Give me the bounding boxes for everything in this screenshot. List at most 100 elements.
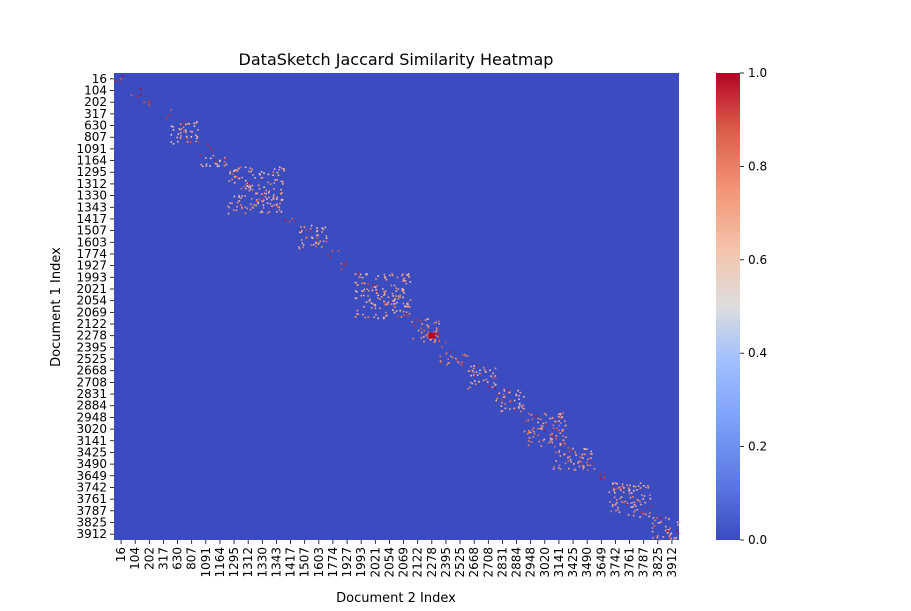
heatmap-cell	[540, 427, 543, 430]
heatmap-diagonal-cell	[200, 154, 202, 157]
heatmap-cell	[262, 200, 264, 203]
heatmap-cell	[474, 380, 476, 382]
heatmap-cell	[541, 428, 543, 431]
heatmap-cell	[275, 204, 278, 206]
heatmap-diagonal-cell	[429, 334, 432, 336]
heatmap-cell	[205, 157, 207, 159]
heatmap-cell	[559, 432, 562, 434]
heatmap-cell	[630, 492, 633, 494]
heatmap-cell	[678, 521, 681, 523]
x-axis-ticks: 16 104 202 317 630 807 1091 1164 1295 1312 1330 134…	[114, 540, 679, 578]
colorbar	[716, 73, 740, 540]
heatmap-cell	[315, 234, 318, 236]
heatmap-cell	[493, 382, 495, 384]
heatmap-diagonal-cell	[262, 197, 264, 199]
heatmap-cell	[622, 491, 625, 494]
heatmap-cell	[578, 460, 580, 462]
heatmap-cell	[386, 303, 389, 305]
heatmap-cell	[520, 405, 523, 408]
heatmap-diagonal-cell	[183, 122, 185, 125]
heatmap-cell	[479, 372, 481, 375]
heatmap-cell	[244, 195, 246, 197]
heatmap-cell	[495, 399, 497, 402]
heatmap-cell	[216, 165, 219, 168]
heatmap-cell	[610, 510, 612, 513]
heatmap-cell	[357, 284, 359, 286]
heatmap-cell	[664, 529, 667, 532]
colorbar-ticks: 0.0 0.2 0.4 0.6 0.8 1.0	[740, 66, 767, 547]
heatmap-cell	[409, 299, 412, 301]
heatmap-cell	[280, 188, 282, 191]
heatmap-diagonal-cell	[316, 236, 318, 239]
heatmap-cell	[639, 487, 642, 490]
heatmap-cell	[633, 511, 635, 513]
heatmap-cell	[573, 468, 575, 471]
y-tick-label: 1091	[76, 142, 107, 156]
heatmap-cell	[402, 278, 405, 281]
heatmap-cell	[547, 442, 550, 444]
heatmap-cell	[644, 501, 647, 504]
heatmap-cell	[549, 417, 551, 420]
heatmap-cell	[467, 370, 470, 372]
heatmap-cell	[676, 521, 679, 524]
heatmap-cell	[613, 489, 615, 492]
heatmap-cell	[251, 184, 254, 187]
heatmap-cell	[266, 198, 268, 200]
heatmap-cell	[590, 457, 592, 459]
heatmap-cell	[518, 402, 521, 405]
heatmap-cell	[664, 516, 667, 519]
heatmap-cell	[212, 154, 215, 157]
heatmap-cell	[573, 463, 575, 465]
heatmap-cell	[402, 296, 404, 299]
heatmap-cell	[439, 355, 441, 358]
heatmap-cell	[369, 298, 371, 301]
heatmap-cell	[276, 171, 279, 174]
heatmap-cell	[632, 506, 634, 508]
heatmap-cell	[229, 202, 232, 204]
heatmap-cell	[377, 297, 379, 299]
heatmap-cell	[439, 360, 442, 362]
heatmap-cell	[261, 200, 263, 202]
x-tick-label: 3490	[580, 547, 594, 578]
heatmap-cell	[248, 189, 251, 192]
heatmap-cell	[233, 195, 236, 198]
heatmap-cell	[316, 227, 318, 229]
heatmap-cell	[558, 464, 561, 467]
heatmap-cell	[617, 487, 620, 489]
heatmap-cell	[558, 413, 560, 415]
heatmap-cell	[549, 441, 551, 443]
heatmap-diagonal-cell	[376, 284, 378, 287]
heatmap-cell	[186, 141, 189, 143]
heatmap-cell	[668, 535, 671, 537]
heatmap-cell	[391, 272, 393, 275]
heatmap-cell	[637, 485, 640, 487]
heatmap-cell	[301, 242, 304, 245]
heatmap-cell	[677, 524, 679, 526]
heatmap-cell	[422, 336, 425, 338]
heatmap-cell	[247, 186, 250, 189]
heatmap-cell	[249, 187, 252, 190]
heatmap-cell	[375, 286, 377, 288]
heatmap-cell	[531, 429, 534, 431]
heatmap-cell	[402, 302, 405, 305]
heatmap-diagonal-cell	[510, 400, 513, 402]
heatmap-cell	[316, 230, 318, 233]
heatmap-cell	[249, 208, 252, 211]
heatmap-cell	[557, 415, 560, 418]
heatmap-cell	[645, 486, 647, 489]
heatmap-cell	[367, 289, 370, 292]
heatmap-cell	[250, 197, 253, 200]
y-tick-label: 3490	[76, 457, 107, 471]
heatmap-cell	[214, 162, 217, 165]
heatmap-cell	[494, 367, 497, 370]
heatmap-cell	[619, 497, 621, 500]
heatmap-cell	[640, 503, 642, 506]
heatmap-cell	[354, 290, 357, 292]
heatmap-cell	[647, 486, 650, 489]
heatmap-cell	[540, 424, 542, 427]
heatmap-cell	[675, 536, 678, 539]
heatmap-cell	[278, 206, 280, 209]
heatmap-cell	[432, 331, 435, 334]
heatmap-cell	[372, 303, 374, 305]
heatmap-cell	[657, 522, 660, 524]
